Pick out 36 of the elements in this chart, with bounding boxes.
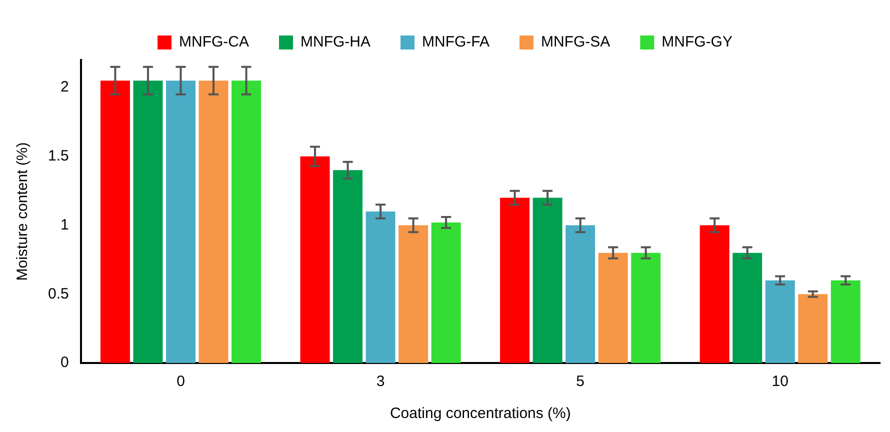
legend-label: MNFG-CA	[179, 34, 250, 51]
bar	[333, 170, 363, 363]
bar	[133, 80, 163, 363]
bar	[798, 294, 828, 363]
bar	[232, 80, 262, 363]
legend-label: MNFG-SA	[540, 34, 610, 51]
bar	[631, 252, 661, 363]
y-tick-label: 1	[60, 216, 69, 234]
bar	[700, 225, 730, 363]
y-tick-label: 0.5	[48, 285, 69, 302]
bar	[398, 225, 428, 363]
bar	[830, 280, 860, 363]
bar	[765, 280, 795, 363]
x-tick-label: 0	[176, 373, 185, 390]
bar	[732, 252, 762, 363]
bar	[598, 252, 628, 363]
y-tick-label: 1.5	[48, 148, 69, 165]
x-tick-label: 3	[376, 373, 385, 390]
x-tick-label: 5	[576, 373, 584, 390]
y-tick-label: 0	[60, 354, 69, 372]
bar	[100, 80, 130, 363]
bar	[566, 225, 596, 363]
bar	[366, 212, 396, 363]
legend-label: MNFG-GY	[662, 34, 732, 51]
bar	[532, 198, 562, 363]
bar	[431, 222, 461, 363]
y-axis-title: Moisture content (%)	[14, 142, 32, 281]
bar	[198, 80, 228, 363]
legend-label: MNFG-FA	[422, 34, 490, 51]
bar	[500, 198, 530, 363]
x-tick-label: 10	[772, 373, 788, 390]
bar	[300, 156, 330, 363]
bar	[166, 80, 196, 363]
legend-label: MNFG-HA	[300, 34, 371, 51]
x-axis-title: Coating concentrations (%)	[390, 405, 571, 422]
y-tick-label: 2	[60, 78, 69, 96]
